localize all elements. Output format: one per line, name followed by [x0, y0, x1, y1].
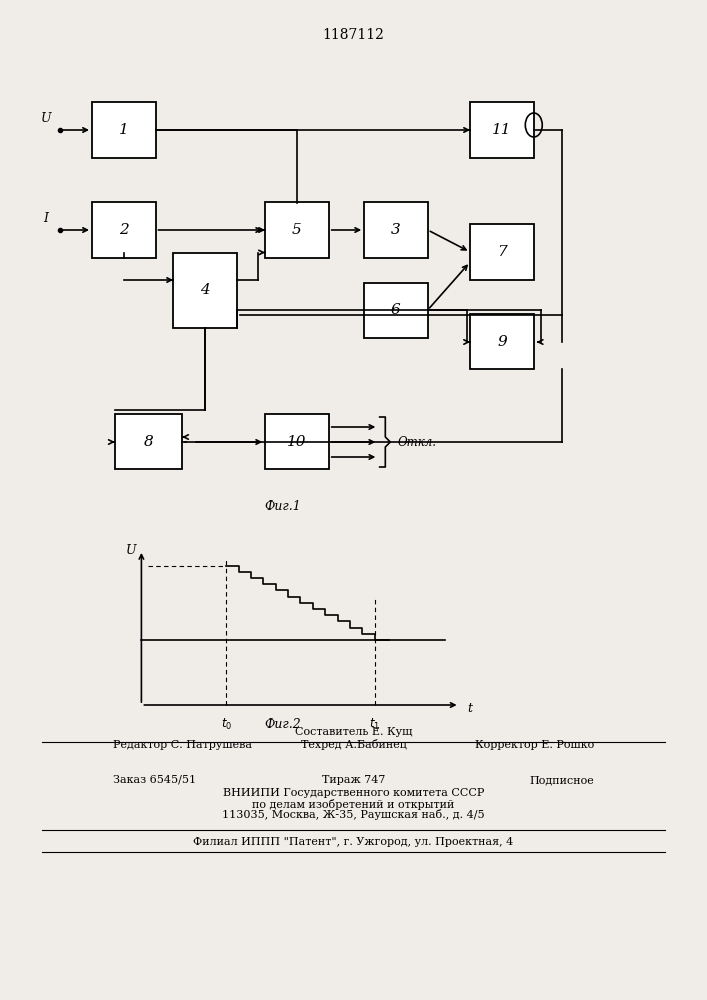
Text: Подписное: Подписное: [529, 775, 594, 785]
Text: Филиал ИППП "Патент", г. Ужгород, ул. Проектная, 4: Филиал ИППП "Патент", г. Ужгород, ул. Пр…: [194, 837, 513, 847]
Text: Корректор Е. Рошко: Корректор Е. Рошко: [474, 740, 594, 750]
Text: по делам изобретений и открытий: по делам изобретений и открытий: [252, 798, 455, 810]
Text: 1: 1: [119, 123, 129, 137]
FancyBboxPatch shape: [265, 202, 329, 257]
Text: U: U: [126, 544, 136, 556]
FancyBboxPatch shape: [92, 202, 156, 257]
Text: Откл.: Откл.: [397, 436, 436, 448]
FancyBboxPatch shape: [470, 102, 534, 157]
FancyBboxPatch shape: [173, 253, 237, 328]
Text: 4: 4: [200, 283, 210, 297]
Text: 7: 7: [497, 245, 507, 259]
FancyBboxPatch shape: [470, 314, 534, 369]
FancyBboxPatch shape: [470, 224, 534, 279]
FancyBboxPatch shape: [364, 282, 428, 338]
Text: 11: 11: [492, 123, 512, 137]
FancyBboxPatch shape: [265, 414, 329, 469]
Text: 8: 8: [144, 435, 153, 449]
Text: 5: 5: [292, 223, 302, 237]
Text: t: t: [467, 702, 473, 714]
Text: U: U: [41, 111, 51, 124]
Text: 1187112: 1187112: [322, 28, 385, 42]
Text: 10: 10: [287, 435, 307, 449]
Text: 2: 2: [119, 223, 129, 237]
Text: 6: 6: [391, 303, 401, 317]
Text: Редактор С. Патрушева: Редактор С. Патрушева: [113, 740, 252, 750]
Text: ВНИИПИ Государственного комитета СССР: ВНИИПИ Государственного комитета СССР: [223, 788, 484, 798]
Text: $t_1$: $t_1$: [369, 717, 380, 732]
Text: I: I: [43, 212, 49, 225]
Text: Фиг.2: Фиг.2: [264, 718, 301, 732]
Text: $t_0$: $t_0$: [221, 717, 232, 732]
Text: Фиг.1: Фиг.1: [264, 500, 301, 514]
Text: Заказ 6545/51: Заказ 6545/51: [113, 775, 197, 785]
Text: Техред А.Бабинец: Техред А.Бабинец: [300, 740, 407, 750]
FancyBboxPatch shape: [92, 102, 156, 157]
FancyBboxPatch shape: [115, 414, 182, 469]
FancyBboxPatch shape: [364, 202, 428, 257]
Text: 113035, Москва, Ж-35, Раушская наб., д. 4/5: 113035, Москва, Ж-35, Раушская наб., д. …: [222, 810, 485, 820]
Text: Составитель Е. Кущ: Составитель Е. Кущ: [295, 727, 412, 737]
Text: 3: 3: [391, 223, 401, 237]
Text: 9: 9: [497, 335, 507, 349]
Text: Тираж 747: Тираж 747: [322, 775, 385, 785]
